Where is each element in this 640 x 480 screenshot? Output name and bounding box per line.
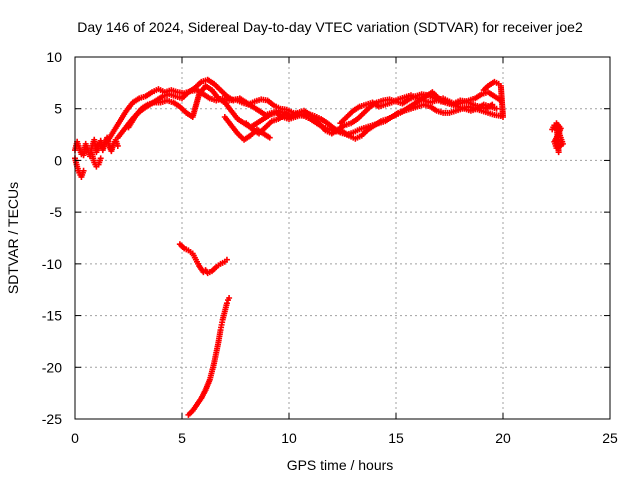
y-tick-label: -10 (42, 256, 62, 272)
series-deep-branch (185, 294, 233, 418)
y-tick-label: -5 (50, 204, 63, 220)
data-point (97, 155, 104, 162)
data-point (555, 149, 562, 156)
series-right-cluster (549, 120, 566, 156)
data-point (226, 294, 233, 301)
axis-ticks: 0 5 10 15 20 25 10 5 0 -5 -10 -15 -20 -25 (42, 49, 618, 446)
y-tick-label: -15 (42, 308, 62, 324)
plot-frame (74, 56, 611, 420)
data-point (493, 105, 500, 112)
data-points (72, 76, 566, 418)
y-tick-label: 10 (46, 49, 62, 65)
series-early-drop (89, 151, 104, 170)
data-point (223, 256, 230, 263)
y-axis-label: SDTVAR / TECUs (5, 182, 21, 294)
x-tick-label: 5 (178, 430, 186, 446)
x-tick-label: 25 (602, 430, 618, 446)
y-tick-label: 5 (54, 101, 62, 117)
data-point (266, 134, 273, 141)
series-late-points (480, 78, 506, 120)
x-axis-label: GPS time / hours (287, 457, 394, 473)
data-point (223, 300, 230, 307)
x-tick-label: 15 (388, 430, 404, 446)
y-tick-label: -20 (42, 359, 62, 375)
data-point (500, 113, 506, 120)
series-track-f (337, 89, 504, 127)
series-track-d (221, 113, 273, 143)
data-point (307, 111, 314, 118)
chart-title: Day 146 of 2024, Sidereal Day-to-day VTE… (77, 19, 583, 35)
series-track-e (243, 107, 314, 137)
data-point (114, 142, 121, 149)
data-point (80, 167, 87, 174)
series-minus-ten-branch (176, 241, 230, 277)
x-tick-label: 0 (71, 430, 79, 446)
y-tick-label: -25 (42, 411, 62, 427)
y-tick-label: 0 (54, 152, 62, 168)
x-tick-label: 10 (281, 430, 297, 446)
x-tick-label: 20 (495, 430, 511, 446)
